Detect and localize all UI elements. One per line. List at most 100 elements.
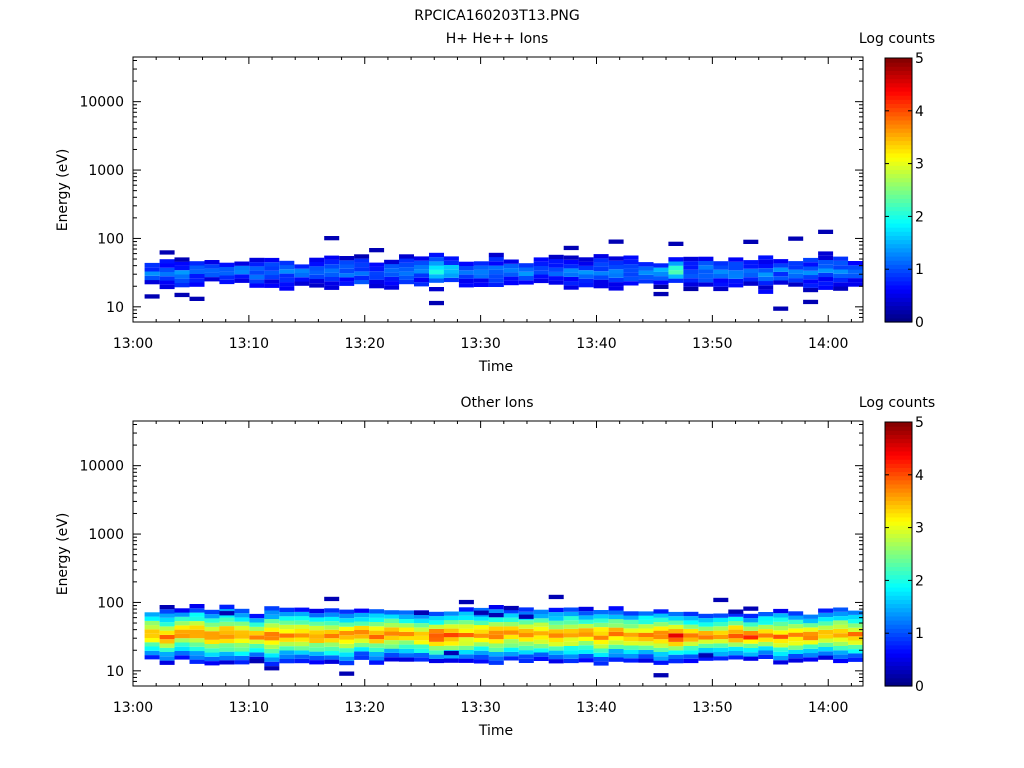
- spectrogram-cell: [608, 653, 624, 658]
- spectrogram-cell: [593, 648, 609, 653]
- x-tick-label: 13:30: [460, 700, 500, 716]
- spectrogram-cell: [713, 639, 729, 644]
- colorbar-segment: [885, 426, 912, 431]
- x-tick-label: 13:30: [460, 336, 500, 352]
- spectrogram-cell: [159, 263, 175, 268]
- spectrogram-cell: [563, 259, 579, 265]
- spectrogram-cell: [354, 617, 370, 622]
- spectrogram-cell: [264, 627, 280, 632]
- spectrogram-cell: [144, 294, 160, 299]
- spectrogram-cell: [294, 281, 310, 286]
- colorbar-segment: [885, 615, 912, 621]
- spectrogram-cell: [548, 629, 564, 634]
- spectrogram-cell: [548, 267, 564, 272]
- colorbar-tick-label: 0: [915, 679, 924, 695]
- spectrogram-cell: [189, 621, 205, 626]
- spectrogram-cell: [788, 615, 804, 620]
- spectrogram-cell: [264, 623, 280, 628]
- spectrogram-cell: [159, 639, 175, 644]
- spectrogram-cell: [683, 265, 699, 270]
- spectrogram-cell: [354, 254, 370, 259]
- spectrogram-cell: [818, 651, 834, 656]
- spectrogram-cell: [414, 644, 429, 649]
- spectrogram-cell: [623, 645, 639, 650]
- spectrogram-cell: [324, 277, 340, 282]
- spectrogram-cell: [638, 641, 654, 646]
- colorbar-segment: [885, 86, 912, 92]
- spectrogram-cell: [429, 257, 444, 262]
- spectrogram-cell: [204, 648, 220, 653]
- spectrogram-cell: [773, 267, 789, 272]
- spectrogram-cell: [294, 633, 310, 638]
- spectrogram-cell: [414, 273, 429, 278]
- spectrogram-cell: [309, 621, 325, 626]
- spectrogram-cell: [548, 624, 564, 630]
- spectrogram-cell: [743, 606, 759, 611]
- spectrogram-cell: [593, 258, 609, 263]
- spectrogram-cell: [548, 616, 564, 621]
- colorbar-segment: [885, 243, 912, 249]
- colorbar-segment: [885, 545, 912, 551]
- spectrogram-cell: [503, 647, 519, 652]
- spectrogram-cell: [743, 618, 759, 623]
- spectrogram-cell: [249, 643, 265, 649]
- colorbar-segment: [885, 554, 912, 559]
- spectrogram-cell: [384, 618, 400, 623]
- spectrogram-cell: [788, 636, 804, 642]
- spectrogram-cell: [653, 280, 669, 285]
- spectrogram-cell: [563, 654, 579, 659]
- colorbar-segment: [885, 157, 912, 162]
- spectrogram-cell: [758, 654, 774, 659]
- spectrogram-cell: [773, 621, 789, 627]
- spectrogram-cell: [458, 632, 474, 638]
- spectrogram-cell: [429, 654, 444, 659]
- spectrogram-cell: [354, 612, 370, 618]
- spectrogram-cell: [324, 272, 340, 277]
- colorbar-segment: [885, 496, 912, 501]
- spectrogram-cell: [399, 258, 414, 263]
- colorbar-segment: [885, 181, 912, 187]
- spectrogram-cell: [159, 617, 175, 623]
- spectrogram-cell: [473, 610, 489, 615]
- spectrogram-cell: [578, 278, 594, 283]
- spectrogram-cell: [309, 634, 325, 639]
- spectrogram-cell: [563, 281, 579, 286]
- spectrogram-cell: [728, 283, 744, 288]
- spectrogram-cell: [429, 265, 444, 270]
- spectrogram-cell: [309, 262, 325, 267]
- spectrogram-cell: [174, 274, 190, 279]
- colorbar-segment: [885, 99, 912, 104]
- spectrogram-cell: [249, 626, 265, 631]
- colorbar-segment: [885, 293, 912, 298]
- spectrogram-cell: [429, 269, 444, 275]
- spectrogram-cell: [818, 268, 834, 273]
- spectrogram-cell: [758, 616, 774, 621]
- spectrogram-cell: [159, 250, 175, 255]
- colorbar-segment: [885, 574, 912, 580]
- spectrogram-cell: [294, 268, 310, 273]
- spectrogram-cell: [608, 640, 624, 645]
- spectrogram-cell: [324, 625, 340, 630]
- spectrogram-cell: [623, 272, 639, 277]
- colorbar-segment: [885, 492, 912, 497]
- spectrogram-cell: [189, 638, 205, 643]
- spectrogram-cell: [803, 627, 819, 632]
- spectrogram-cell: [743, 635, 759, 640]
- spectrogram-cell: [384, 268, 400, 273]
- colorbar-segment: [885, 95, 912, 100]
- spectrogram-cell: [174, 642, 190, 647]
- spectrogram-cell: [219, 634, 235, 639]
- spectrogram-cell: [159, 613, 175, 618]
- spectrogram-cell: [683, 616, 699, 621]
- spectrogram-cell: [668, 265, 684, 271]
- axes: 13:00 13:10 13:20 13:30 13:40 13:50 14:00 10 100…: [79, 57, 863, 352]
- spectrogram-cell: [548, 254, 564, 260]
- spectrogram-cell: [414, 653, 429, 658]
- colorbar: 0 1 2 3 4 5: [884, 415, 924, 695]
- spectrogram-cell: [473, 629, 489, 634]
- spectrogram-cell: [698, 273, 714, 279]
- spectrogram-cell: [668, 261, 684, 266]
- colorbar-segment: [885, 70, 912, 76]
- spectrogram: [144, 229, 863, 311]
- spectrogram-cell: [743, 626, 759, 631]
